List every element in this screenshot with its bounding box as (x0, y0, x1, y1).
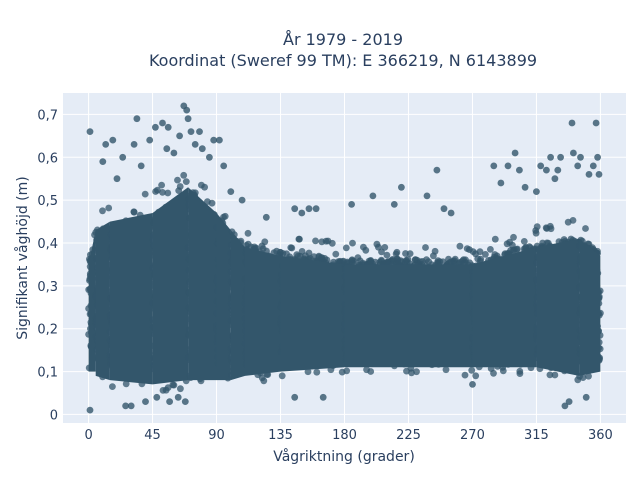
scatter-point (99, 207, 106, 215)
scatter-point (362, 246, 370, 254)
scatter-point (456, 242, 464, 250)
scatter-density-core (188, 187, 217, 381)
scatter-point (442, 366, 450, 374)
scatter-point (491, 235, 499, 243)
scatter-point (313, 368, 321, 376)
scatter-point (244, 229, 252, 237)
scatter-point (283, 250, 290, 258)
scatter-point (141, 190, 149, 198)
scatter-point (180, 171, 188, 179)
scatter-point (408, 369, 415, 377)
scatter-point (175, 187, 183, 195)
scatter-point (393, 248, 401, 256)
scatter-point (349, 239, 356, 247)
scatter-point (109, 383, 116, 390)
scatter-point (159, 189, 166, 196)
scatter-point (582, 225, 589, 232)
scatter-point (258, 242, 266, 250)
scatter-point (367, 368, 375, 375)
scatter-density-core (472, 247, 537, 368)
scatter-point (520, 238, 528, 245)
scatter-point (447, 258, 455, 266)
scatter-point (533, 223, 541, 231)
scatter-point (422, 244, 429, 251)
scatter-point (296, 235, 303, 243)
scatter-point (159, 387, 167, 394)
scatter-density-core (344, 264, 473, 368)
scatter-point (532, 229, 540, 237)
scatter-point (516, 370, 524, 377)
chart-title-line-1: År 1979 - 2019 (283, 30, 403, 49)
scatter-density-core (152, 187, 189, 385)
scatter-point (472, 372, 480, 380)
scatter-point (288, 244, 296, 252)
scatter-point (208, 199, 216, 207)
scatter-point (343, 367, 351, 375)
scatter-point (324, 237, 332, 245)
scatter-point (164, 189, 172, 197)
scatter-point (342, 244, 350, 252)
scatter-point (260, 377, 268, 385)
scatter-point (401, 258, 409, 265)
scatter-point (170, 381, 178, 389)
scatter-point (510, 233, 517, 241)
scatter-point (154, 186, 161, 194)
scatter-density-core (280, 255, 345, 372)
scatter-point (318, 254, 325, 262)
scatter-point (105, 204, 113, 212)
scatter-point (348, 258, 356, 265)
scatter-point (122, 380, 130, 388)
scatter-point (174, 176, 181, 184)
scatter-point (482, 251, 489, 258)
scatter-point (564, 218, 572, 226)
scatter-point (198, 181, 205, 189)
scatter-point (332, 250, 340, 258)
scatter-point (423, 256, 430, 264)
scatter-density-core (109, 213, 153, 385)
scatter-point (177, 385, 184, 393)
scatter-point (318, 238, 326, 246)
scatter-point (406, 250, 414, 257)
scatter-point (431, 247, 439, 255)
scatter-density-core (216, 213, 231, 381)
scatter-points (85, 102, 604, 414)
scatter-density-core (245, 247, 281, 376)
scatter-point (310, 253, 318, 261)
chart-title-line-2: Koordinat (Sweref 99 TM): E 366219, N 61… (149, 51, 537, 70)
scatter-point (542, 224, 550, 232)
scatter-point (312, 237, 319, 245)
scatter-point (158, 181, 166, 189)
scatter-point (278, 372, 286, 380)
scatter-point (461, 371, 469, 379)
scatter-point (551, 371, 559, 379)
scatter-density-core (230, 230, 245, 381)
scatter-point (510, 246, 518, 254)
scatter-point (378, 248, 385, 256)
scatter-density-core (536, 238, 580, 376)
scatter-point (182, 178, 190, 186)
scatter-point (130, 208, 138, 216)
scatter-density-core (95, 221, 110, 381)
scatter-point (468, 366, 476, 374)
